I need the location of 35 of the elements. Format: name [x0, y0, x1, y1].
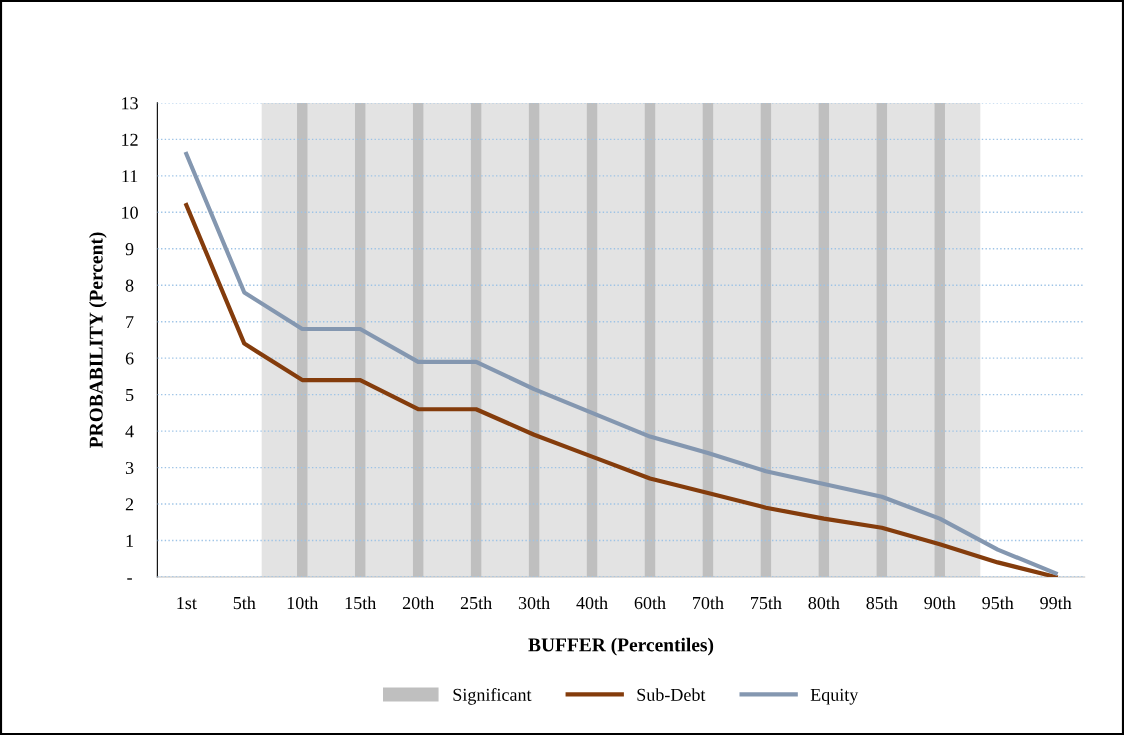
y-tick-label: 10 — [122, 206, 138, 219]
y-tick-label: 1 — [126, 534, 134, 547]
y-tick-label: 8 — [125, 279, 134, 292]
x-tick-label: 10th — [287, 596, 319, 610]
legend-label: Significant — [453, 688, 532, 705]
x-tick-label: 80th — [808, 596, 840, 610]
x-tick-label: 15th — [345, 596, 377, 610]
x-tick-label: 95th — [982, 596, 1014, 610]
y-tick-label: 9 — [125, 243, 134, 256]
y-tick-label: 3 — [125, 461, 134, 475]
legend-label: Equity — [810, 688, 859, 705]
y-tick-label: - — [127, 578, 132, 580]
x-tick-label: 5th — [233, 596, 256, 610]
y-tick-label: 4 — [125, 425, 134, 438]
x-tick-label: 20th — [402, 596, 434, 610]
x-tick-label: 70th — [693, 596, 724, 610]
x-tick-label: 75th — [751, 596, 782, 610]
legend-label: Sub-Debt — [637, 688, 706, 701]
x-tick-label: 25th — [460, 596, 492, 610]
y-tick-label: 7 — [126, 316, 134, 328]
x-tick-label: 85th — [866, 596, 898, 610]
y-tick-label: 11 — [122, 170, 138, 183]
y-axis-title: PROBABILITY (Percent) — [89, 232, 107, 448]
x-tick-label: 90th — [924, 596, 956, 610]
x-axis-title: BUFFER (Percentiles) — [528, 637, 714, 656]
x-tick-label: 30th — [518, 596, 550, 610]
y-tick-label: 2 — [125, 498, 134, 511]
y-tick-label: 13 — [122, 97, 138, 110]
x-tick-label: 99th — [1040, 596, 1072, 610]
y-tick-label: 6 — [125, 352, 134, 365]
x-tick-label: 60th — [634, 596, 666, 610]
y-tick-label: 12 — [122, 133, 138, 146]
y-tick-label: 5 — [126, 389, 134, 402]
x-tick-label: 40th — [576, 596, 608, 610]
x-tick-label: 1st — [177, 597, 197, 610]
